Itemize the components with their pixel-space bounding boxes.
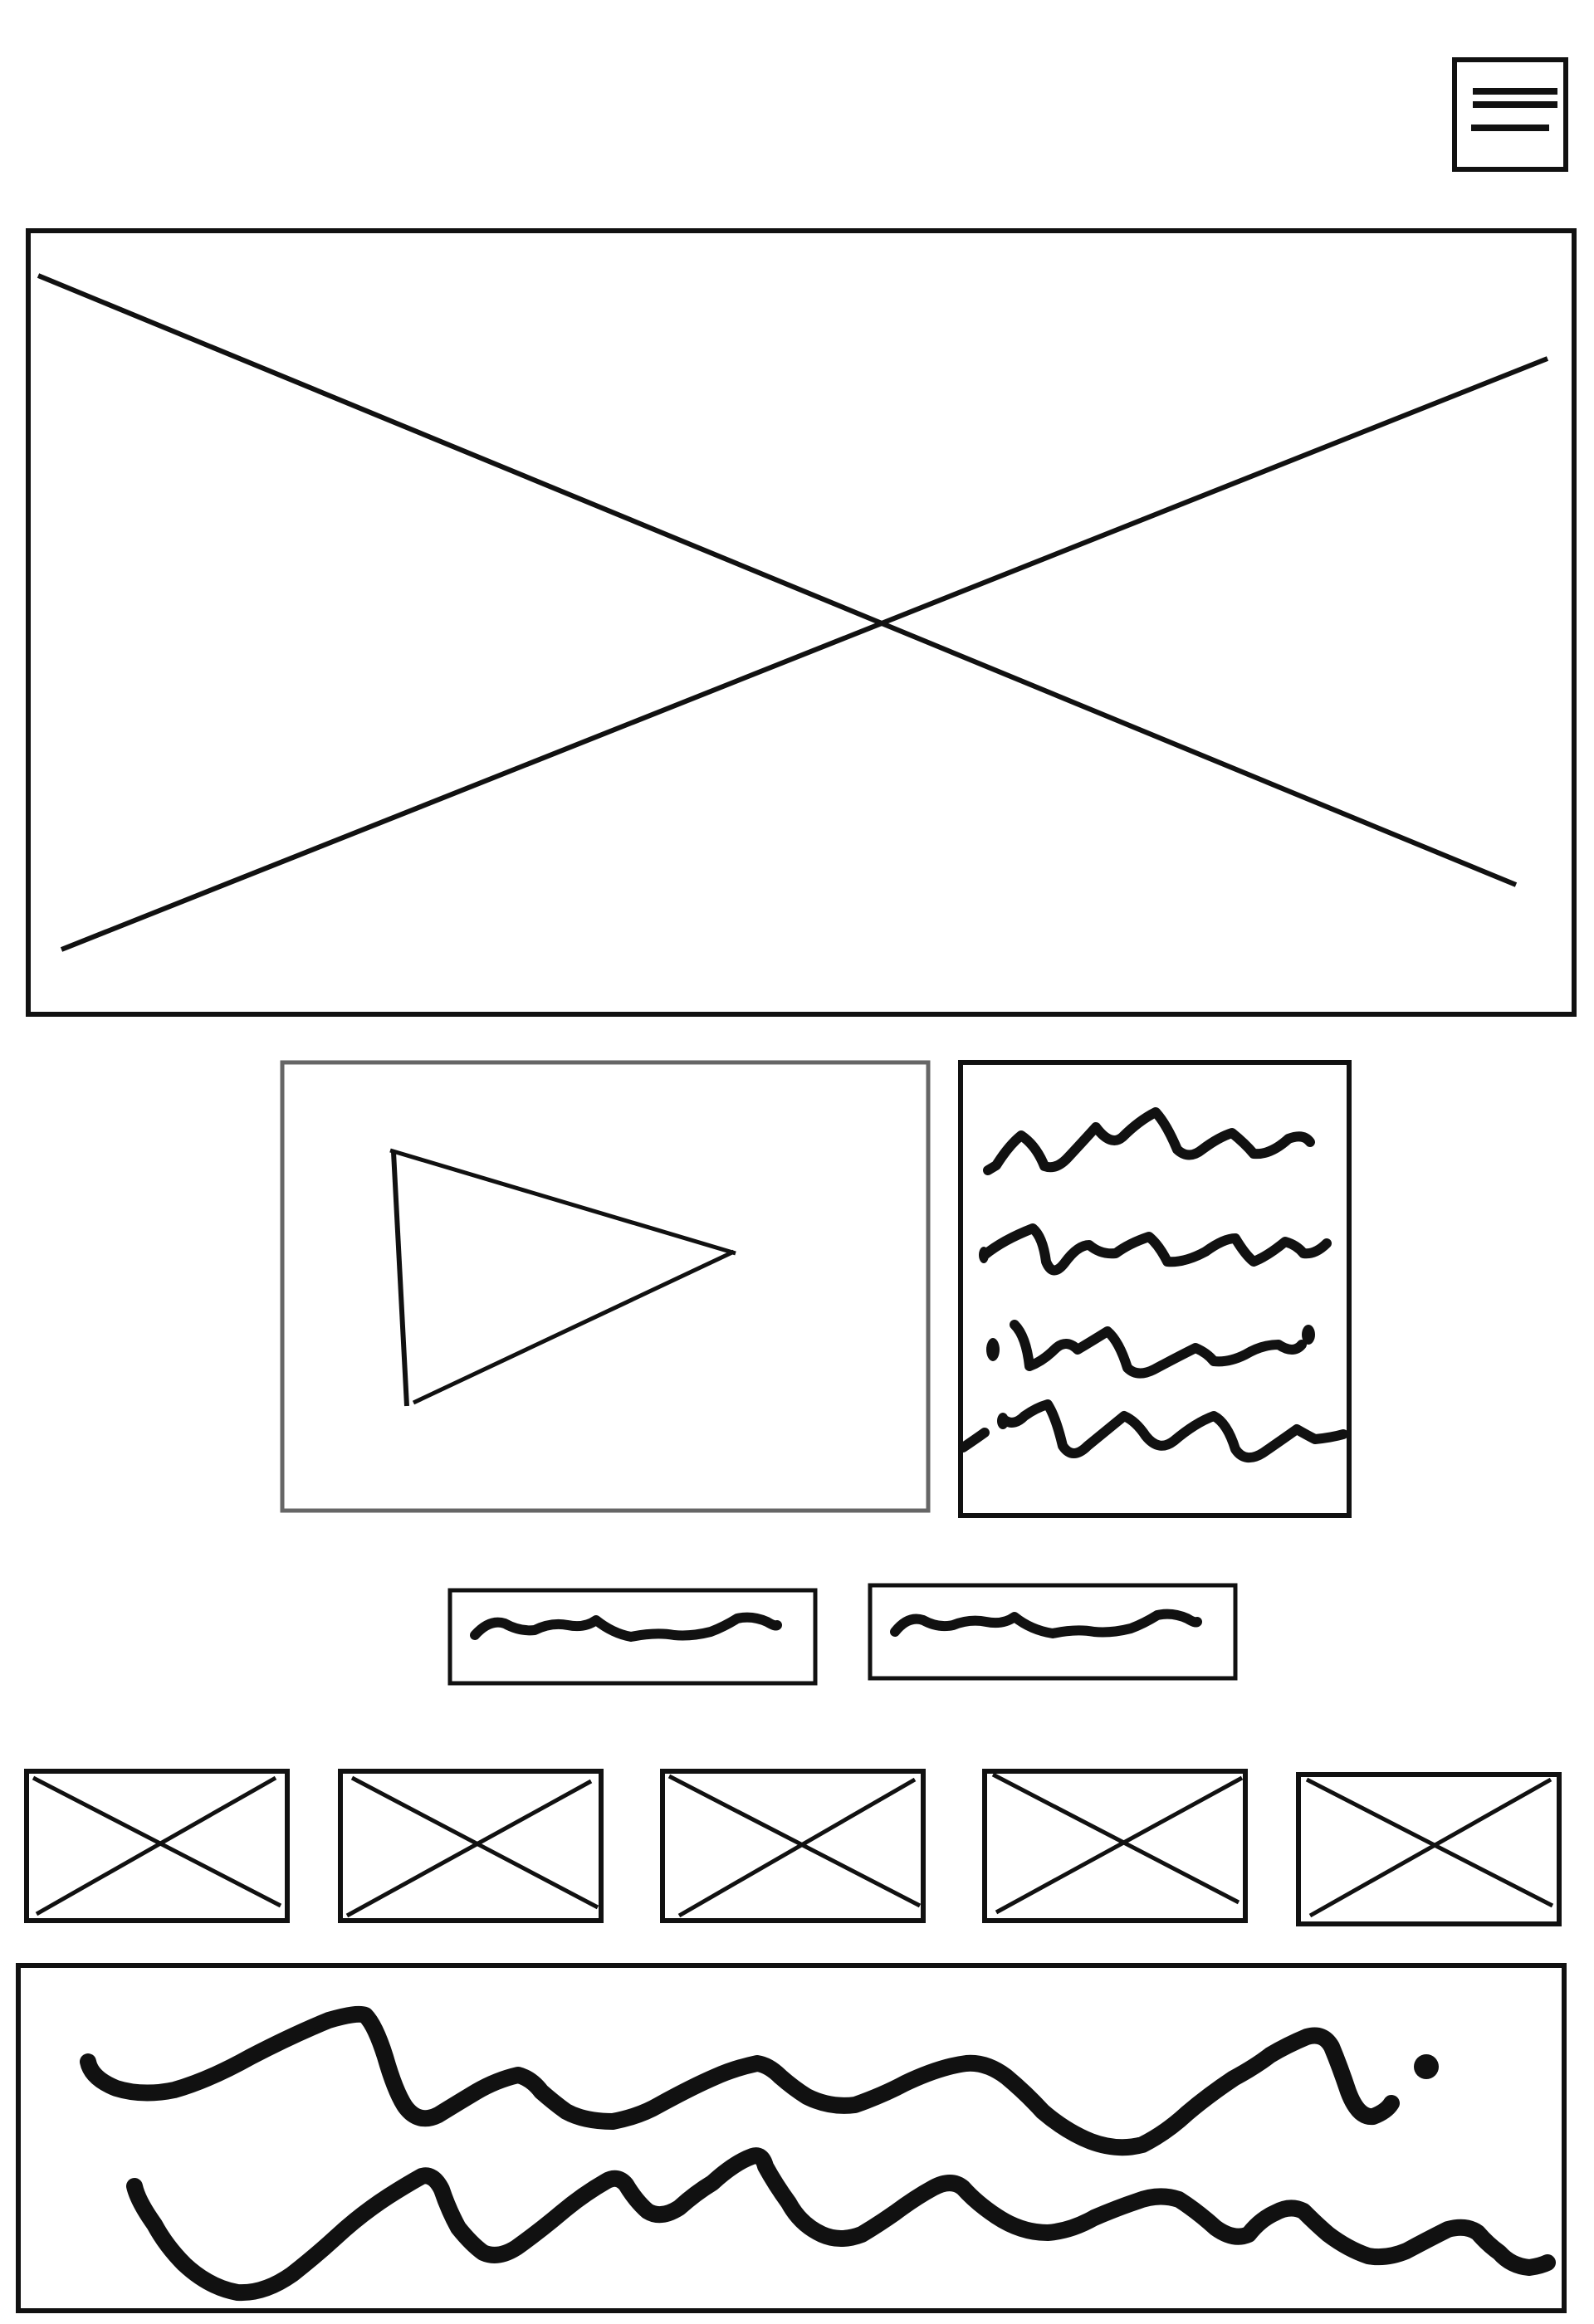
text-line	[958, 1399, 1348, 1462]
text-line	[80, 2005, 1439, 2156]
image-placeholder-icon	[32, 1775, 282, 1916]
text-line	[126, 2147, 1556, 2302]
thumbnail[interactable]	[660, 1769, 926, 1923]
image-placeholder-icon	[345, 1775, 599, 1918]
thumbnail[interactable]	[982, 1769, 1248, 1923]
thumbnail[interactable]	[338, 1769, 604, 1923]
action-button-primary[interactable]	[447, 1588, 818, 1686]
video-player[interactable]	[280, 1060, 931, 1513]
footer-text-block	[16, 1963, 1567, 2313]
image-placeholder-icon	[991, 1772, 1244, 1915]
thumbnail[interactable]	[1296, 1772, 1562, 1926]
image-placeholder-icon	[1305, 1777, 1554, 1918]
text-block	[958, 1060, 1352, 1518]
menu-button[interactable]	[1452, 57, 1568, 172]
text-line	[983, 1107, 1315, 1175]
hero-image	[26, 228, 1577, 1017]
image-placeholder-icon	[37, 273, 1549, 952]
play-icon[interactable]	[389, 1148, 736, 1407]
action-button-secondary[interactable]	[868, 1583, 1238, 1681]
button-label	[470, 1612, 782, 1642]
button-label	[890, 1609, 1202, 1638]
thumbnail[interactable]	[24, 1769, 290, 1923]
text-line	[986, 1320, 1315, 1379]
hamburger-icon	[1471, 88, 1557, 131]
image-placeholder-icon	[667, 1774, 922, 1918]
text-line	[979, 1223, 1332, 1276]
